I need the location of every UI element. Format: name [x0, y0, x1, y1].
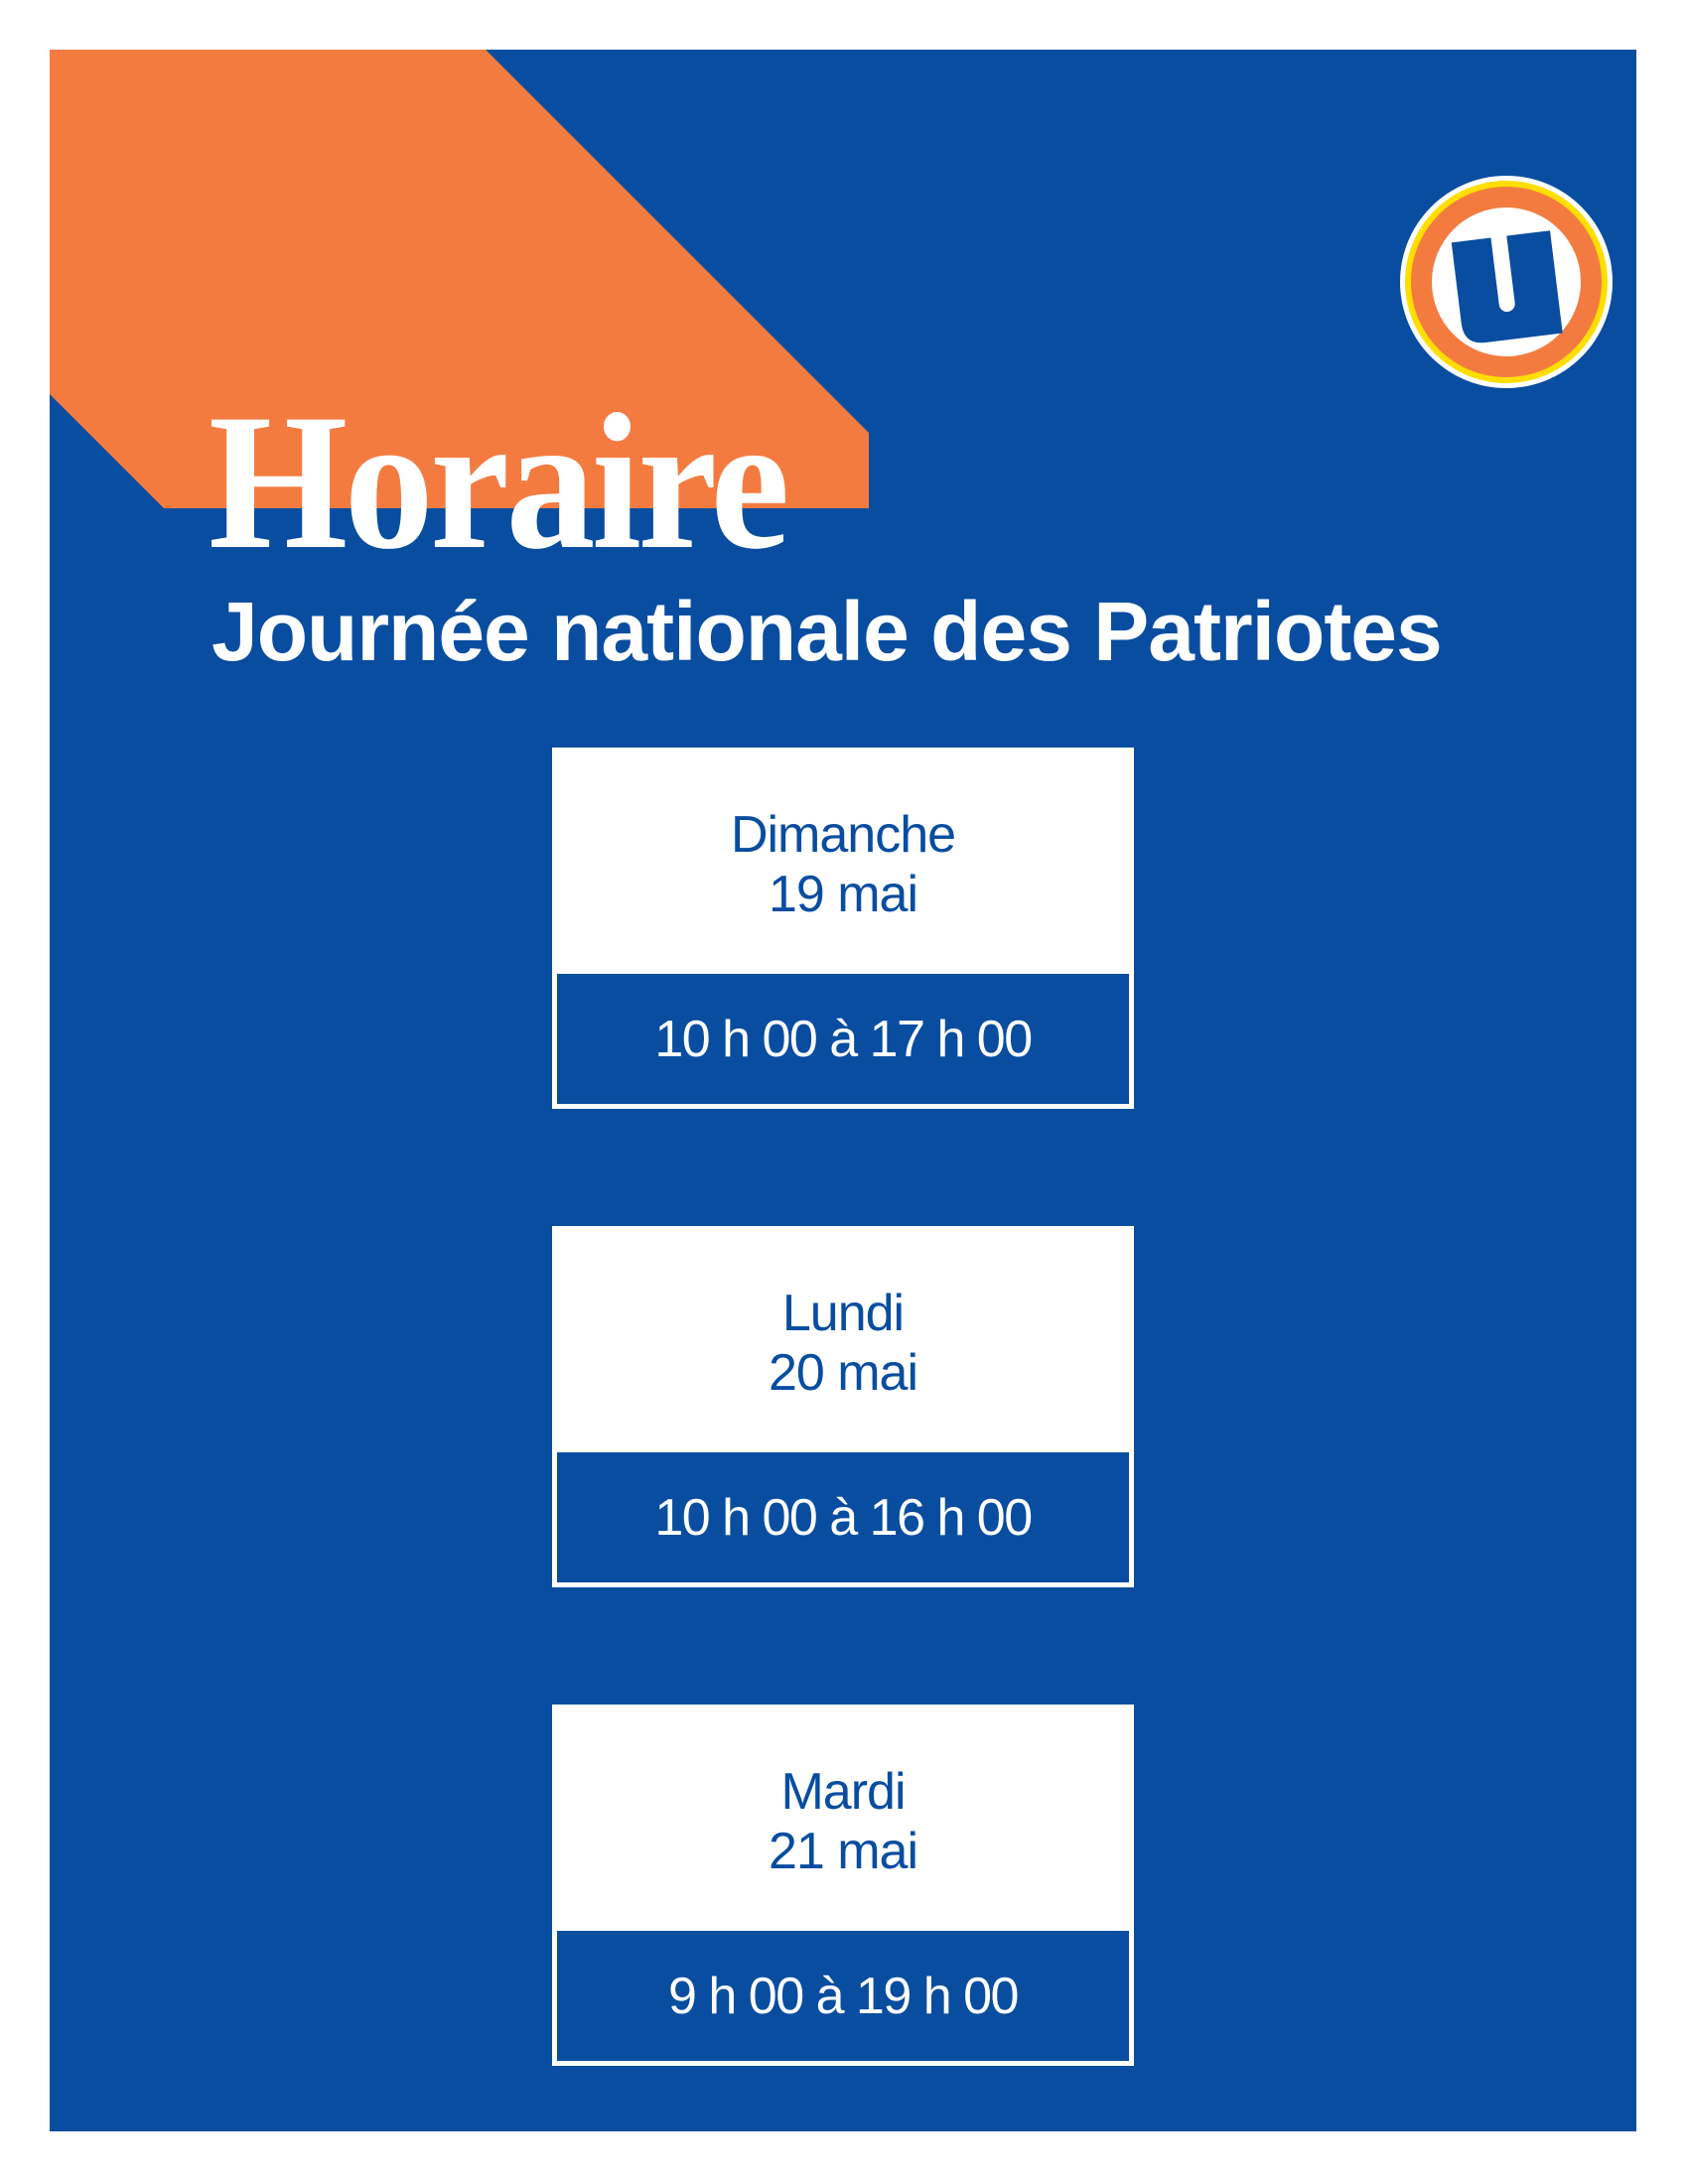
date-label: 20 mai [768, 1344, 918, 1402]
page-title: Horaire [209, 374, 789, 590]
hours-label: 10 h 00 à 16 h 00 [557, 1452, 1129, 1582]
day-label: Mardi [780, 1763, 906, 1821]
day-label: Lundi [781, 1285, 905, 1342]
orange-diagonal-stripe [50, 50, 869, 508]
hours-label: 10 h 00 à 17 h 00 [557, 974, 1129, 1104]
schedule-card-tuesday: Mardi 21 mai 9 h 00 à 19 h 00 [552, 1705, 1134, 2066]
page-subtitle: Journée nationale des Patriotes [211, 585, 1443, 678]
date-label: 19 mai [768, 866, 918, 923]
day-label: Dimanche [730, 806, 956, 864]
date-label: 21 mai [768, 1823, 918, 1880]
schedule-card-sunday: Dimanche 19 mai 10 h 00 à 17 h 00 [552, 748, 1134, 1109]
hours-label: 9 h 00 à 19 h 00 [557, 1931, 1129, 2061]
schedule-card-monday: Lundi 20 mai 10 h 00 à 16 h 00 [552, 1226, 1134, 1587]
store-logo-icon [1400, 176, 1613, 388]
